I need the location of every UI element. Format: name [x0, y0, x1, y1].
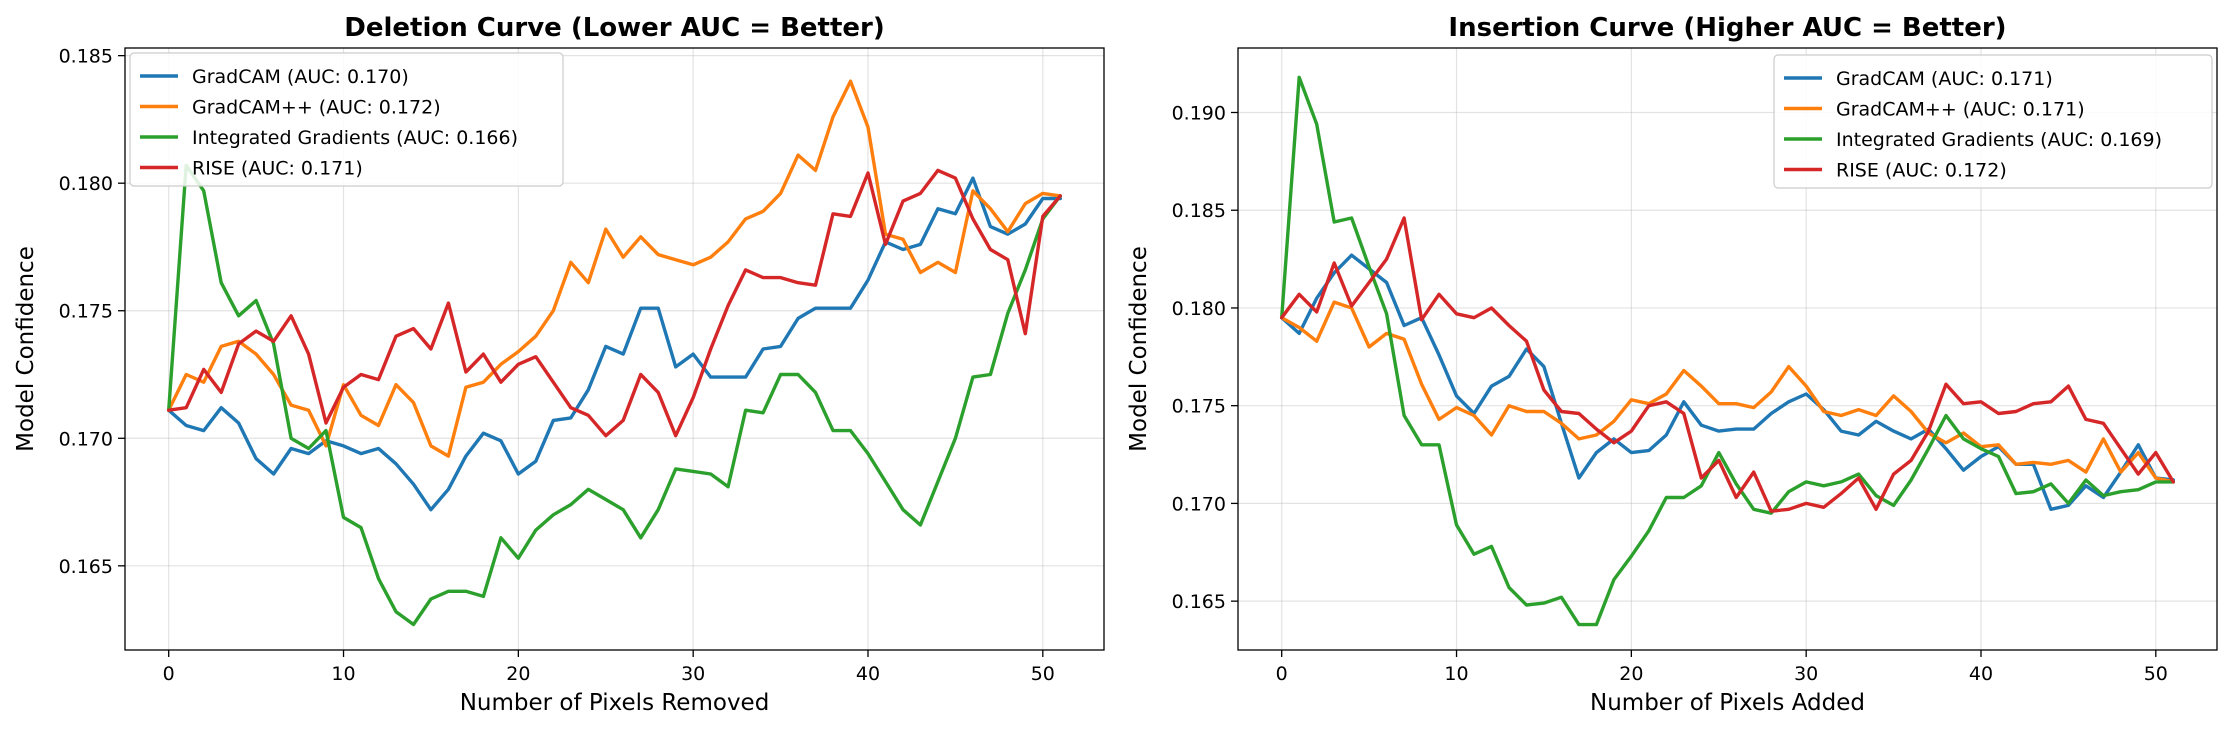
y-axis-label: Model Confidence: [13, 246, 39, 452]
y-tick-label: 0.185: [1172, 200, 1226, 222]
y-tick-label: 0.185: [59, 46, 113, 68]
y-tick-label: 0.190: [1172, 103, 1226, 125]
series-line-2: [1279, 300, 2176, 484]
chart-2: 0 10 20 30 40 50 0.165 0.170 0.175 0.180 0.185 0.19…: [1126, 13, 2218, 716]
y-tick-label: 0.170: [1172, 493, 1226, 515]
chart-title: Deletion Curve (Lower AUC = Better): [344, 13, 884, 43]
legend-label: GradCAM (AUC: 0.170): [192, 66, 409, 88]
x-tick-label: 10: [331, 663, 355, 685]
series-line-4: [1279, 216, 2176, 513]
legend-label: GradCAM (AUC: 0.171): [1836, 68, 2053, 90]
y-tick-label: 0.170: [59, 428, 113, 450]
y-tick-label: 0.175: [1172, 396, 1226, 418]
legend-label: Integrated Gradients (AUC: 0.166): [192, 127, 518, 149]
x-tick-label: 50: [2144, 663, 2168, 685]
x-tick-label: 40: [856, 663, 880, 685]
series-line-1: [166, 176, 1063, 512]
y-axis-label: Model Confidence: [1126, 246, 1152, 452]
y-tick-label: 0.180: [59, 173, 113, 195]
x-tick-label: 30: [681, 663, 705, 685]
x-tick-label: 40: [1969, 663, 1993, 685]
y-tick-label: 0.180: [1172, 298, 1226, 320]
legend-label: RISE (AUC: 0.172): [1836, 160, 2007, 182]
x-tick-label: 20: [506, 663, 530, 685]
chart-1: 0 10 20 30 40 50 0.165 0.170 0.175 0.180 0.185 Dele…: [13, 13, 1105, 716]
legend-label: RISE (AUC: 0.171): [192, 158, 363, 180]
y-tick-label: 0.175: [59, 301, 113, 323]
series-line-3: [1279, 75, 2176, 627]
y-tick-label: 0.165: [59, 556, 113, 578]
legend: GradCAM (AUC: 0.171) GradCAM++ (AUC: 0.17…: [1773, 54, 2213, 189]
series-line-2: [166, 79, 1063, 458]
legend-label: Integrated Gradients (AUC: 0.169): [1836, 129, 2162, 151]
plot-frame: [1237, 47, 2218, 651]
x-tick-label: 10: [1444, 663, 1468, 685]
x-tick-label: 0: [163, 663, 175, 685]
legend-box: [129, 52, 564, 187]
x-tick-label: 30: [1794, 663, 1818, 685]
legend-label: GradCAM++ (AUC: 0.172): [192, 97, 441, 119]
x-tick-label: 20: [1619, 663, 1643, 685]
legend-label: GradCAM++ (AUC: 0.171): [1836, 99, 2085, 121]
series-line-4: [166, 168, 1063, 438]
x-axis-label: Number of Pixels Removed: [460, 690, 770, 716]
plot-frame: [124, 47, 1105, 651]
legend: GradCAM (AUC: 0.170) GradCAM++ (AUC: 0.17…: [129, 52, 564, 187]
x-tick-label: 0: [1276, 663, 1288, 685]
y-tick-label: 0.165: [1172, 591, 1226, 613]
x-tick-label: 50: [1031, 663, 1055, 685]
x-axis-label: Number of Pixels Added: [1590, 690, 1865, 716]
chart-title: Insertion Curve (Higher AUC = Better): [1448, 13, 2006, 43]
legend-box: [1773, 54, 2213, 189]
series-line-3: [166, 163, 1063, 627]
